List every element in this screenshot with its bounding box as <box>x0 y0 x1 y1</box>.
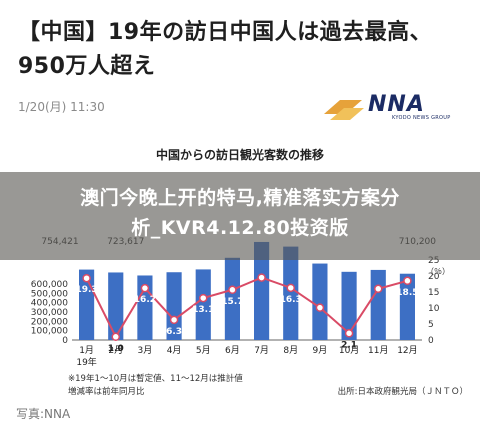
change-rate-point-11 <box>374 284 383 294</box>
chart-title: 中国からの訪日観光客数の推移 <box>155 148 324 162</box>
note-provisional: ※19年1〜10月は暫定値、11〜12月は推計値 <box>68 374 243 384</box>
change-rate-line <box>85 276 408 339</box>
category-label: 5月 <box>196 345 211 356</box>
overlay-line-2: 析_KVR4.12.80投资版 <box>131 217 349 239</box>
category-label: 12月 <box>397 345 417 356</box>
chart-notes: ※19年1〜10月は暫定値、11〜12月は推計値 増減率は前年同月比 出所:日本… <box>68 373 468 399</box>
category-label: 2月 <box>108 345 123 356</box>
bar-5 <box>195 269 211 340</box>
change-rate-label: 18.5 <box>396 288 418 298</box>
nna-logo: NNA KYODO NEWS GROUP <box>322 90 472 124</box>
change-rate-label: 1.0 <box>108 344 124 354</box>
photo-credit: 写真:NNA <box>16 407 71 421</box>
bar-6 <box>224 257 240 340</box>
change-rate-point-12 <box>403 276 412 286</box>
change-rate-point-7 <box>257 273 266 282</box>
category-label: 7月 <box>254 345 269 356</box>
nna-logo-mark-icon <box>324 100 364 120</box>
bar-12 <box>399 273 415 340</box>
change-rate-label: 13.1 <box>192 305 214 315</box>
change-rate-label: 19.3 <box>75 285 97 295</box>
change-rate-point-10 <box>344 329 354 338</box>
left-tick-label: 0 <box>62 336 68 346</box>
right-tick-label: 20 <box>428 272 440 282</box>
category-label: 3月 <box>138 345 153 356</box>
left-tick-label: 500,000 <box>31 289 68 299</box>
category-label: 8月 <box>283 345 298 356</box>
change-rate-point-2 <box>111 332 120 342</box>
bar-10 <box>341 271 357 340</box>
overlay-line-1: 澳门今晚上开的特马,精准落实方案分 <box>80 187 400 209</box>
change-rate-point-9 <box>315 303 325 312</box>
change-rate-point-8 <box>286 283 295 293</box>
overlay-text: 澳门今晚上开的特马,精准落实方案分 析_KVR4.12.80投资版 <box>0 183 480 243</box>
category-label: 1月 <box>79 345 94 356</box>
category-label: 6月 <box>225 345 240 356</box>
headline-line-1: 【中国】19年の訪日中国人は過去最高、 <box>18 20 433 45</box>
left-tick-label: 200,000 <box>31 317 68 327</box>
category-label: 10月 <box>339 345 359 356</box>
year-label: 19年 <box>76 356 96 368</box>
change-rate-point-3 <box>140 283 150 293</box>
right-axis-unit: （％） <box>426 267 450 276</box>
change-rate-label: 6.3 <box>166 327 182 337</box>
bar-7 <box>254 241 270 340</box>
change-rate-label: 15.7 <box>221 297 243 307</box>
bar-11 <box>370 269 386 340</box>
bar-4 <box>166 272 182 340</box>
publish-date: 1/20(月) 11:30 <box>18 100 105 114</box>
bar-8 <box>283 246 299 340</box>
right-tick-label: 25 <box>428 256 439 266</box>
article-headline: 【中国】19年の訪日中国人は過去最高、 950万人超え <box>18 16 468 84</box>
bar-2 <box>108 272 124 340</box>
change-rate-point-5 <box>199 293 208 303</box>
right-tick-label: 0 <box>428 336 434 346</box>
left-tick-label: 100,000 <box>31 327 68 337</box>
category-label: 9月 <box>313 345 328 356</box>
headline-line-2: 950万人超え <box>18 54 156 79</box>
change-rate-point-4 <box>169 315 179 325</box>
overlay-banner <box>0 172 480 260</box>
bar-9 <box>312 263 328 340</box>
change-rate-label: 16.2 <box>134 295 156 305</box>
right-tick-label: 15 <box>428 288 439 298</box>
left-tick-label: 300,000 <box>31 308 68 318</box>
change-rate-point-6 <box>228 285 237 295</box>
change-rate-point-1 <box>82 273 91 283</box>
category-label: 11月 <box>368 345 388 356</box>
change-rate-label: 2.1 <box>341 340 357 350</box>
right-tick-label: 5 <box>428 320 434 330</box>
logo-text: NNA <box>368 92 425 117</box>
note-source: 出所:日本政府観光局（ＪＮＴＯ） <box>337 387 468 397</box>
logo-subtext: KYODO NEWS GROUP <box>392 115 451 121</box>
right-tick-label: 10 <box>428 304 440 314</box>
note-change-rate: 増減率は前年同月比 <box>68 387 145 397</box>
category-label: 4月 <box>167 345 182 356</box>
left-tick-label: 600,000 <box>31 280 68 290</box>
change-rate-label: 16.3 <box>280 295 302 305</box>
left-tick-label: 400,000 <box>31 299 68 309</box>
